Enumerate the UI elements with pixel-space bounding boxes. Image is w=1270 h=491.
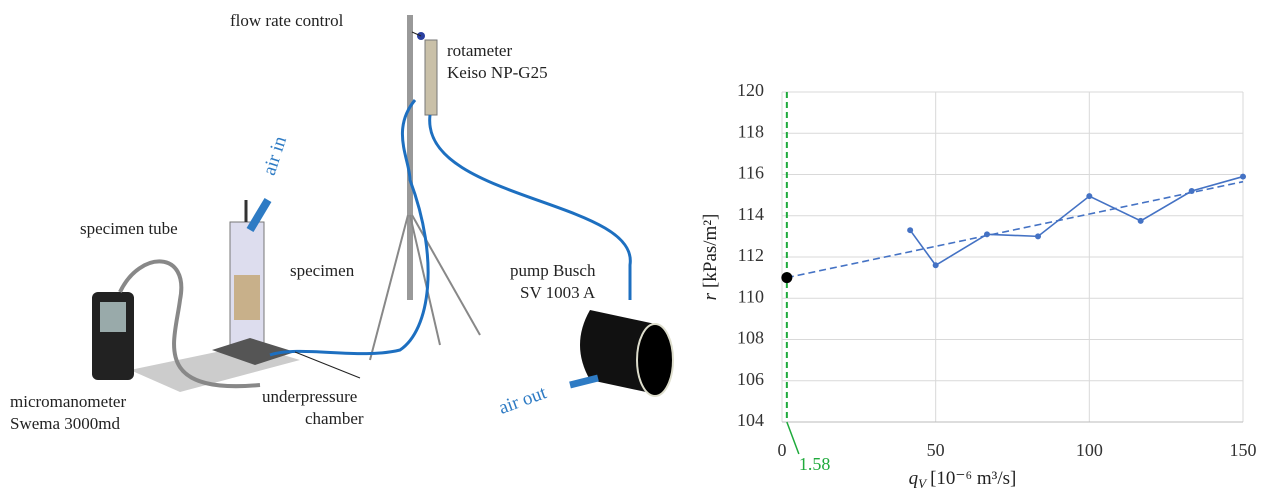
leader [411,31,422,37]
y-label-symbol: r [700,292,721,300]
tripod [409,214,441,346]
y-tick-label: 114 [738,204,764,224]
x-tick-label: 50 [927,440,945,460]
label: chamber [305,409,364,428]
chart: 104 106 108 110 112 114 116 118 120 0 50 100 150 1.58… [700,80,1256,491]
rotameter-tube [424,39,438,116]
x-tick-label: 150 [1230,440,1257,460]
label: pump Busch [510,261,596,280]
data-point [1086,193,1093,200]
label: air out [496,382,550,419]
tripod [411,214,481,336]
pump-end [636,323,674,397]
x-label-subscript: V [918,476,928,491]
base-plate [212,338,295,365]
data-point [907,227,914,234]
hose [269,99,632,357]
y-tick-label: 108 [737,328,764,348]
label: Keiso NP-G25 [447,63,548,82]
label: SV 1003 A [520,283,596,302]
data-point [932,262,939,269]
specimen-sample [234,275,260,320]
x-tick-label: 0 [778,440,787,460]
data-point [1137,217,1144,224]
label: specimen tube [80,219,178,238]
tripod [369,214,409,361]
data-point [1035,233,1042,240]
apparatus [92,15,674,397]
x-tick-label: 100 [1076,440,1103,460]
y-tick-label: 110 [738,286,764,306]
x-label-unit: [10⁻⁶ m³/s] [930,468,1016,489]
x-label-symbol: q [909,468,919,489]
series-line [786,180,1244,279]
y-tick-label: 116 [738,163,764,183]
y-tick-label: 112 [738,245,764,265]
cable [118,259,261,389]
label: Swema 3000md [10,414,121,433]
reference-label: 1.58 [799,454,831,474]
y-tick-label: 118 [738,121,764,141]
label: rotameter [447,41,512,60]
label: underpressure [262,387,357,406]
data-point [781,272,793,284]
leader [294,351,361,379]
y-tick-label: 120 [737,80,764,100]
label: flow rate control [230,11,344,30]
y-tick-label: 104 [737,410,764,430]
leader [786,421,800,455]
y-tick-label: 106 [737,369,764,389]
label: air in [259,133,291,178]
air-in-arrow [246,197,272,233]
label: specimen [290,261,355,280]
screen [100,302,126,332]
series-line [909,175,1244,267]
air-out-arrow [569,374,599,389]
y-label-unit: [kPas/m²] [700,214,721,288]
y-axis-label: r [kPas/m²] [700,214,721,301]
x-axis-label: qV [10⁻⁶ m³/s] [909,468,1017,491]
label: micromanometer [10,392,126,411]
data-point [1240,173,1246,180]
